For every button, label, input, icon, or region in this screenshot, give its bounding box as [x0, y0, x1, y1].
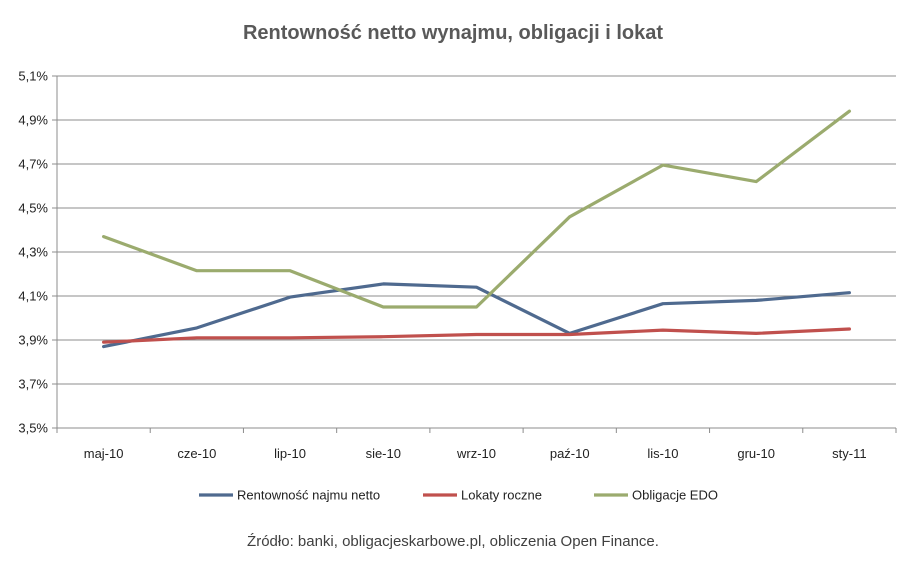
x-tick-label: lis-10 — [647, 446, 678, 461]
x-tick-label: cze-10 — [177, 446, 216, 461]
legend-label-2: Lokaty roczne — [461, 488, 542, 503]
x-tick-labels: maj-10 cze-10 lip-10 sie-10 wrz-10 paź-10 lis-… — [84, 446, 867, 461]
series-line-1 — [101, 282, 852, 349]
legend-label-3: Obligacje EDO — [632, 488, 718, 503]
x-tick-label: lip-10 — [274, 446, 306, 461]
x-tick-label: wrz-10 — [456, 446, 496, 461]
legend-label-1: Rentowność najmu netto — [237, 488, 380, 503]
axes — [52, 75, 897, 433]
series-line-3 — [101, 109, 852, 309]
gridlines — [57, 75, 896, 385]
y-tick-label: 5,1% — [18, 69, 48, 84]
series-line-2 — [101, 327, 852, 344]
legend: Rentowność najmu netto Lokaty roczne Oblig… — [199, 488, 718, 503]
y-tick-labels: 3,5% 3,7% 3,9% 4,1% 4,3% 4,5% 4,7% 4,9% 5,1% — [18, 69, 48, 436]
x-tick-label: paź-10 — [550, 446, 590, 461]
x-tick-label: sty-11 — [832, 446, 866, 461]
x-tick-label: maj-10 — [84, 446, 124, 461]
y-tick-label: 3,5% — [18, 421, 48, 436]
y-tick-label: 4,9% — [18, 113, 48, 128]
y-tick-label: 4,5% — [18, 201, 48, 216]
y-tick-label: 4,1% — [18, 289, 48, 304]
chart-title: Rentowność netto wynajmu, obligacji i lo… — [242, 22, 664, 44]
source-note: Źródło: banki, obligacjeskarbowe.pl, obl… — [247, 533, 659, 550]
y-tick-label: 4,3% — [18, 245, 48, 260]
y-tick-label: 3,7% — [18, 377, 48, 392]
y-tick-label: 4,7% — [18, 157, 48, 172]
x-tick-label: gru-10 — [737, 446, 775, 461]
y-tick-label: 3,9% — [18, 333, 48, 348]
series-lines — [101, 109, 852, 349]
x-tick-label: sie-10 — [366, 446, 401, 461]
